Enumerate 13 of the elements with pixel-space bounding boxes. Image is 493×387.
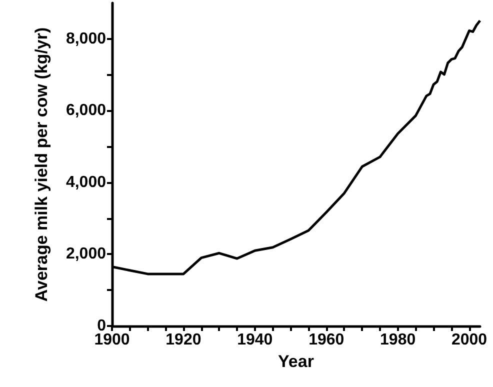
y-tick-label: 4,000 — [66, 174, 106, 191]
y-tick-label: 2,000 — [66, 246, 106, 263]
y-tick-label: 8,000 — [66, 30, 106, 48]
y-axis-title: Average milk yield per cow (kg/yr) — [32, 27, 51, 302]
x-axis-title: Year — [278, 352, 314, 371]
x-tick-label: 1940 — [237, 332, 273, 348]
y-tick-label: 6,000 — [66, 102, 106, 120]
x-tick-label: 1960 — [308, 332, 344, 348]
x-tick-label: 1980 — [380, 332, 416, 348]
y-tick-label: 0 — [97, 318, 106, 334]
x-tick-label: 1920 — [166, 332, 202, 348]
x-tick-label: 1900 — [94, 332, 130, 348]
x-tick-label: 2000 — [451, 332, 488, 348]
